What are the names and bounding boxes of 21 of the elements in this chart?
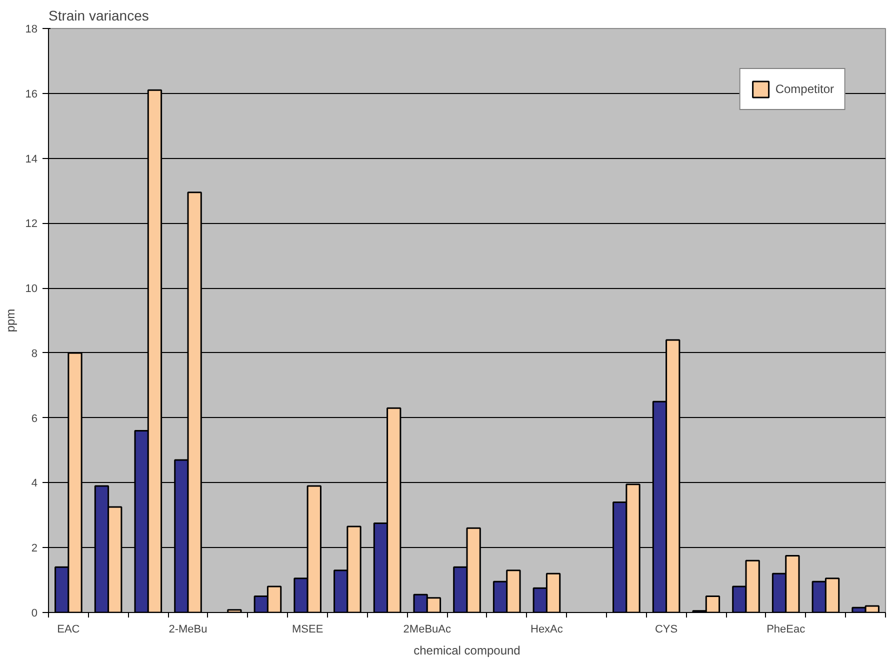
y-tick-label: 2 [31,542,38,555]
y-tick-label: 0 [31,608,38,620]
y-tick-label: 12 [25,218,38,230]
x-tick-label: MSEE [292,624,324,636]
x-tick-label: 2MeBuAc [403,624,452,636]
x-tick-label: PheEac [766,624,806,636]
y-tick-label: 14 [25,153,38,166]
y-tick-label: 8 [31,348,38,360]
y-tick-label: 4 [31,478,38,490]
x-tick-label: CYS [654,624,678,636]
x-tick-label: EAC [57,624,80,636]
y-tick-label: 16 [25,88,38,100]
x-tick-label: 2-MeBu [168,624,208,636]
chart-title: Strain variances [48,8,149,24]
y-tick-label: 6 [31,412,38,425]
y-tick-label: 10 [25,283,38,296]
x-axis-title: chemical compound [414,644,520,658]
x-tick-label: HexAc [530,624,564,636]
y-axis-title: ppm [3,308,18,332]
legend-label: Competitor [775,82,834,96]
y-tick-label: 18 [25,24,38,36]
